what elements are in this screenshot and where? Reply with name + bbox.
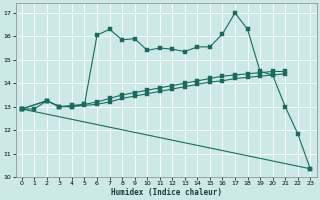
X-axis label: Humidex (Indice chaleur): Humidex (Indice chaleur)	[110, 188, 221, 197]
